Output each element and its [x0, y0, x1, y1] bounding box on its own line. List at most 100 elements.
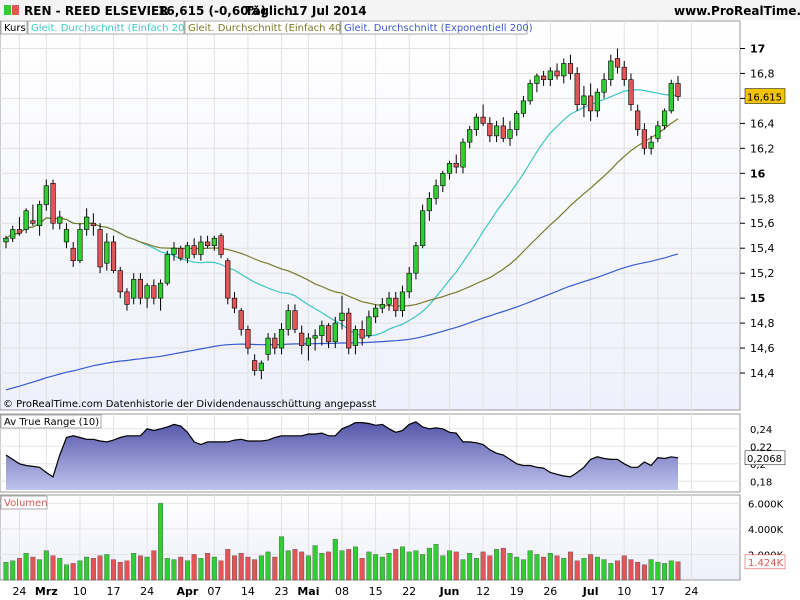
candle	[655, 120, 661, 143]
atr-tick-label: 0,18	[750, 477, 772, 488]
candle	[117, 266, 123, 299]
candle	[319, 320, 325, 346]
candle-body	[413, 245, 419, 274]
price-tick-label: 16,4	[750, 117, 775, 130]
candle-body	[467, 129, 473, 143]
price-tick-label: 15,8	[750, 192, 775, 205]
candle-body	[547, 70, 553, 80]
candle-body	[534, 75, 540, 84]
volume-bar	[10, 560, 16, 581]
volume-bar	[527, 550, 533, 581]
candle-body	[63, 229, 70, 243]
volume-bar	[541, 556, 547, 581]
price-tick-label: 15	[750, 292, 765, 305]
candle	[225, 258, 231, 305]
price-panel	[0, 20, 741, 411]
volume-bar	[379, 556, 385, 581]
candle-body	[621, 66, 627, 80]
volume-bar	[332, 538, 338, 581]
candle-body	[110, 241, 117, 271]
volume-bar	[184, 560, 190, 581]
candle	[561, 58, 567, 84]
price-tick-label: 14,8	[750, 317, 775, 330]
volume-bar	[339, 550, 345, 581]
x-tick-label: Mai	[297, 585, 319, 598]
volume-bar	[588, 554, 594, 581]
candle	[480, 104, 486, 126]
candle-body	[332, 322, 338, 343]
candle-body	[446, 163, 453, 174]
candle-body	[191, 245, 197, 255]
candle	[272, 333, 278, 355]
volume-bar	[352, 546, 358, 581]
volume-bar	[3, 561, 9, 581]
candle-body	[567, 63, 574, 74]
volume-bar	[285, 550, 291, 581]
candle	[218, 233, 224, 259]
atr-line	[5, 421, 679, 478]
candle	[3, 235, 9, 249]
price-tick-label: 15,6	[750, 217, 775, 230]
candle	[144, 283, 150, 309]
period-text: Täglich	[245, 4, 293, 18]
candle-body	[608, 60, 614, 80]
volume-bar	[615, 560, 620, 581]
volume-bar	[104, 554, 110, 581]
candle	[178, 245, 184, 261]
volume-bar	[447, 550, 452, 581]
candle	[601, 73, 607, 99]
candle	[211, 235, 217, 251]
candle-body	[16, 229, 23, 234]
candle	[285, 304, 291, 336]
vol-title-box	[0, 495, 48, 510]
candle	[372, 304, 379, 324]
x-tick-label: 08	[335, 585, 349, 598]
candle-body	[527, 83, 533, 102]
volume-bar	[534, 554, 540, 581]
candle-body	[386, 297, 392, 305]
candle-body	[628, 79, 634, 105]
price-tick-label: 17	[750, 42, 765, 55]
candle-body	[635, 110, 641, 130]
candle-body	[668, 83, 674, 112]
candle	[359, 320, 365, 346]
x-tick-label: Apr	[177, 585, 199, 598]
red-square-icon	[12, 5, 19, 15]
candle-body	[265, 337, 271, 355]
candle-body	[594, 91, 600, 112]
candle	[252, 354, 258, 376]
volume-bar	[601, 559, 607, 581]
candle-body	[144, 285, 150, 299]
volume-bar	[70, 563, 76, 581]
candle	[77, 223, 83, 264]
candle-body	[614, 58, 621, 68]
volume-bar	[561, 558, 567, 581]
volume-tick-label: 4.000K	[748, 525, 784, 536]
candle-body	[648, 141, 654, 149]
volume-bar	[84, 556, 90, 581]
candle-body	[554, 70, 560, 77]
candle-body	[137, 279, 144, 299]
volume-bar	[440, 555, 446, 581]
volume-bar	[117, 561, 123, 581]
x-tick-label: 17	[651, 585, 665, 598]
candle-body	[117, 270, 123, 293]
legend-box-kurs	[0, 20, 28, 35]
volume-bar	[420, 554, 426, 581]
candle-body	[36, 204, 43, 227]
candle	[238, 308, 244, 336]
candle	[50, 179, 56, 230]
candle	[191, 238, 197, 259]
volume-bar	[144, 556, 150, 581]
volume-bar	[641, 564, 647, 581]
x-tick-label: 24	[140, 585, 154, 598]
candle	[668, 79, 674, 114]
volume-bar	[594, 556, 600, 581]
candle-body	[218, 235, 224, 255]
candle	[299, 325, 305, 355]
candle	[588, 83, 594, 121]
x-tick-label: 24	[684, 585, 698, 598]
candle-body	[164, 254, 170, 284]
site-link[interactable]: www.ProRealTime.com	[674, 4, 800, 18]
volume-bar	[191, 554, 197, 581]
